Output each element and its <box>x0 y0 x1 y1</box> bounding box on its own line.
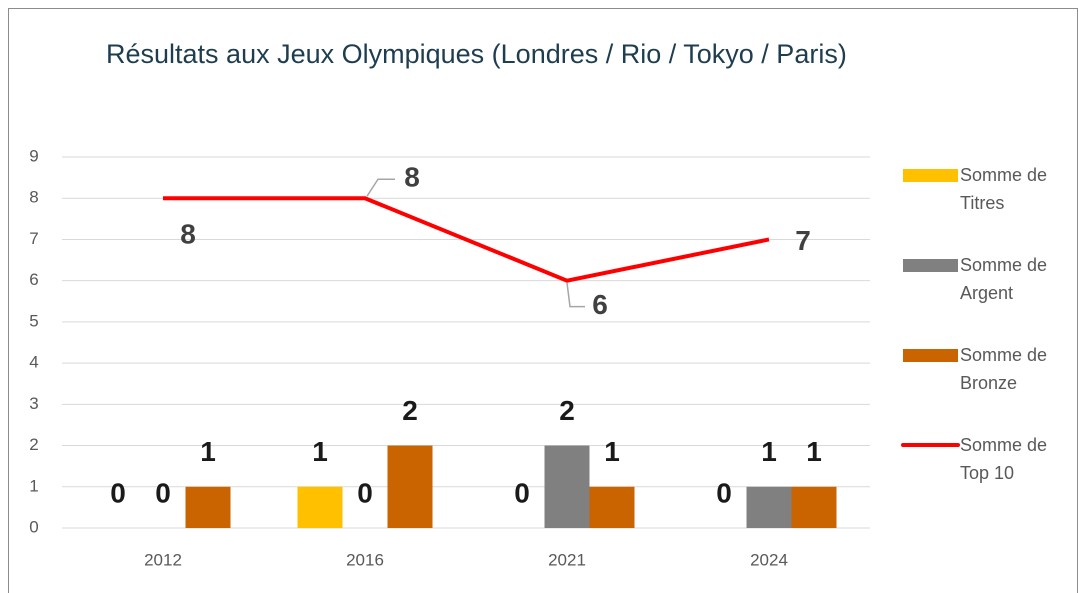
data-label: 0 <box>110 477 126 508</box>
legend-swatch <box>903 169 958 182</box>
legend-swatch <box>903 349 958 362</box>
bar <box>544 445 590 528</box>
data-label: 8 <box>404 162 420 193</box>
data-label: 8 <box>180 219 196 250</box>
legend-label: Somme de Argent <box>960 255 1048 303</box>
legend-label: Somme de Titres <box>960 165 1048 213</box>
leader-line <box>366 178 395 197</box>
legend-swatch <box>903 259 958 272</box>
y-tick-label: 0 <box>29 517 38 536</box>
y-tick-label: 2 <box>29 435 38 454</box>
data-label: 6 <box>592 289 608 320</box>
bar <box>791 486 837 528</box>
x-tick-label: 2016 <box>346 550 384 569</box>
data-label: 0 <box>716 477 732 508</box>
x-tick-label: 2024 <box>750 550 788 569</box>
bar <box>185 486 231 528</box>
data-label: 0 <box>155 477 171 508</box>
y-tick-label: 9 <box>29 146 38 165</box>
y-tick-label: 3 <box>29 394 38 413</box>
data-label: 1 <box>312 436 328 467</box>
data-label: 1 <box>806 436 822 467</box>
y-tick-label: 7 <box>29 229 38 248</box>
chart-title: Résultats aux Jeux Olympiques (Londres /… <box>106 39 847 69</box>
y-tick-label: 1 <box>29 476 38 495</box>
y-tick-label: 8 <box>29 188 38 207</box>
x-tick-label: 2012 <box>144 550 182 569</box>
bar <box>746 486 792 528</box>
data-label: 2 <box>402 395 418 426</box>
bar <box>589 486 635 528</box>
y-tick-label: 5 <box>29 311 38 330</box>
bar <box>297 486 343 528</box>
x-tick-label: 2021 <box>548 550 586 569</box>
data-label: 1 <box>604 436 620 467</box>
y-tick-label: 6 <box>29 270 38 289</box>
line <box>163 196 770 283</box>
legend-label: Somme de Bronze <box>960 345 1048 393</box>
legend-label: Somme de Top 10 <box>960 435 1048 483</box>
data-label: 1 <box>761 436 777 467</box>
data-label: 2 <box>559 395 575 426</box>
data-label: 0 <box>514 477 530 508</box>
data-label: 7 <box>795 225 811 256</box>
leader-line <box>566 282 585 308</box>
data-label: 0 <box>357 477 373 508</box>
bar <box>387 445 433 528</box>
data-label: 1 <box>200 436 216 467</box>
y-tick-label: 4 <box>29 353 38 372</box>
